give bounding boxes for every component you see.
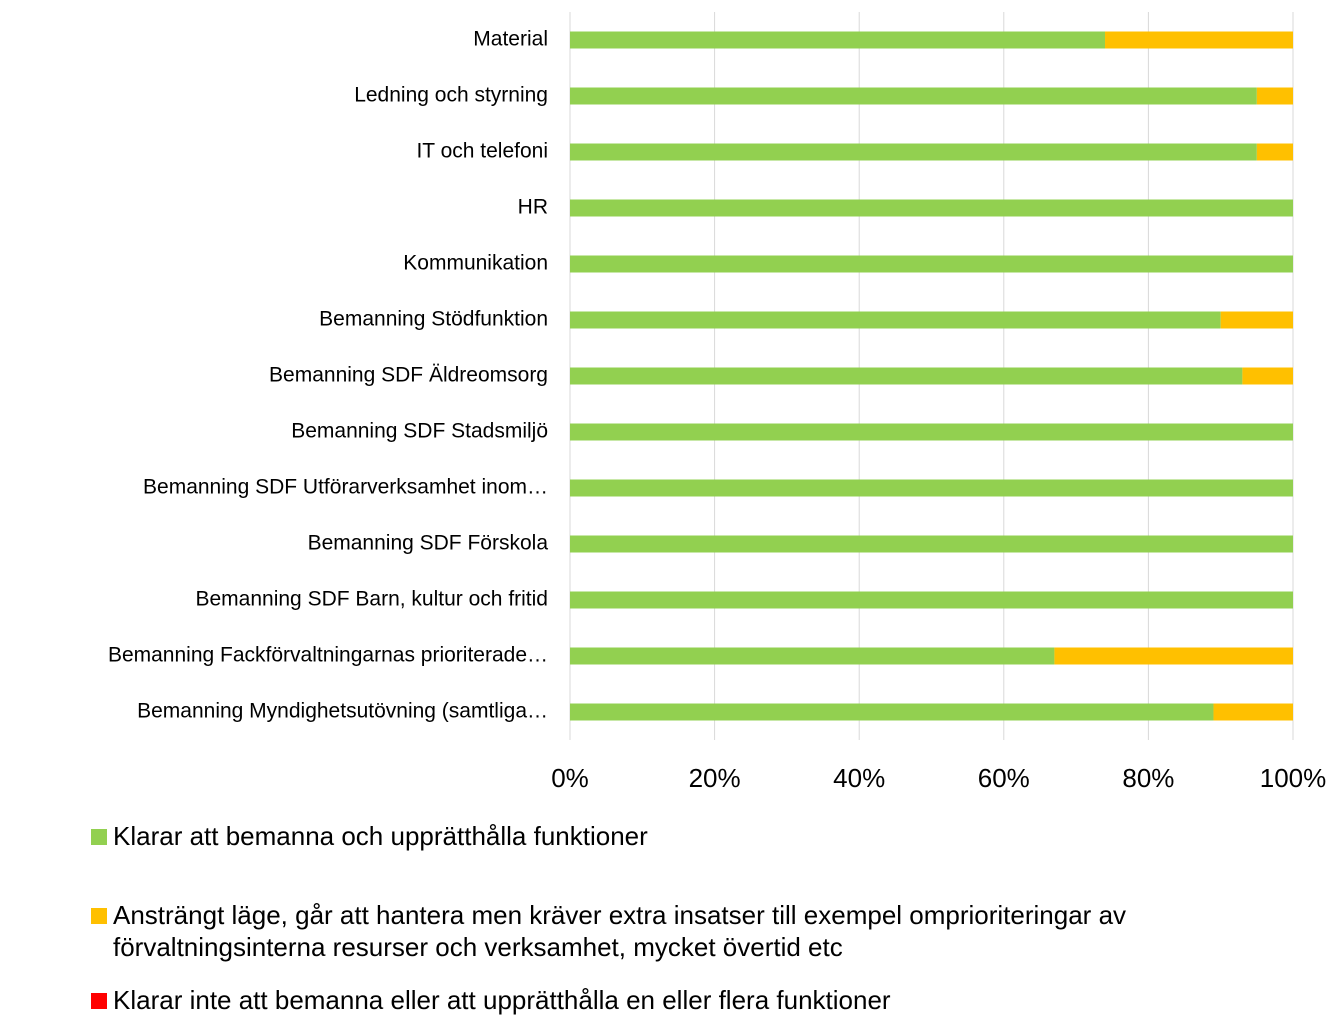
bar-segment bbox=[1054, 647, 1293, 665]
x-tick-label: 60% bbox=[978, 763, 1030, 793]
legend-label: Klarar inte att bemanna eller att upprät… bbox=[113, 985, 891, 1015]
y-tick-label: IT och telefoni bbox=[416, 140, 548, 163]
bar-segment bbox=[570, 703, 1214, 721]
bar-segment bbox=[570, 367, 1243, 385]
chart: 0% 20% 40% 60% 80% 100% Material Ledning och st… bbox=[108, 12, 1327, 793]
bar-segment bbox=[1220, 311, 1293, 329]
legend-label: Ansträngt läge, går att hantera men kräv… bbox=[113, 900, 1127, 962]
bar-segment bbox=[1105, 31, 1293, 49]
y-tick-label: Bemanning SDF Stadsmiljö bbox=[291, 420, 548, 443]
legend-entry: Klarar att bemanna och upprätthålla funk… bbox=[91, 820, 1285, 852]
legend-swatch bbox=[91, 908, 107, 924]
bar-segment bbox=[1213, 703, 1293, 721]
x-tick-label: 20% bbox=[689, 763, 741, 793]
legend-entry: Klarar inte att bemanna eller att upprät… bbox=[91, 984, 1285, 1016]
y-tick-label: Bemanning Myndighetsutövning (samtliga… bbox=[137, 700, 548, 723]
y-tick-label: Bemanning Stödfunktion bbox=[319, 308, 548, 331]
y-tick-label: HR bbox=[518, 196, 548, 219]
x-tick-label: 80% bbox=[1122, 763, 1174, 793]
bar-segment bbox=[1256, 143, 1293, 161]
x-tick-label: 0% bbox=[551, 763, 589, 793]
bar-segment bbox=[570, 647, 1055, 665]
y-tick-label: Bemanning SDF Utförarverksamhet inom… bbox=[143, 476, 548, 499]
y-tick-label: Bemanning SDF Förskola bbox=[308, 532, 549, 555]
y-tick-label: Material bbox=[473, 28, 548, 51]
y-tick-label: Kommunikation bbox=[403, 252, 548, 275]
bar-segment bbox=[570, 535, 1293, 553]
y-tick-label: Bemanning SDF Barn, kultur och fritid bbox=[196, 588, 549, 611]
legend-entry: Ansträngt läge, går att hantera men kräv… bbox=[91, 899, 1285, 963]
y-tick-label: Bemanning SDF Äldreomsorg bbox=[269, 364, 548, 387]
bar-segment bbox=[570, 87, 1257, 105]
bar-segment bbox=[570, 311, 1221, 329]
y-tick-label: Ledning och styrning bbox=[354, 84, 548, 107]
bar-segment bbox=[570, 423, 1293, 441]
bar-segment bbox=[570, 479, 1293, 497]
bar-segment bbox=[570, 199, 1293, 217]
bar-segment bbox=[570, 591, 1293, 609]
y-tick-label: Bemanning Fackförvaltningarnas prioriter… bbox=[108, 644, 548, 667]
legend-label: Klarar att bemanna och upprätthålla funk… bbox=[113, 821, 648, 851]
legend-swatch bbox=[91, 993, 107, 1009]
legend-swatch bbox=[91, 829, 107, 845]
x-tick-label: 100% bbox=[1260, 763, 1327, 793]
bar-segment bbox=[1242, 367, 1293, 385]
bar-segment bbox=[570, 255, 1293, 273]
bar-segment bbox=[570, 31, 1106, 49]
bar-segment bbox=[1256, 87, 1293, 105]
x-tick-label: 40% bbox=[833, 763, 885, 793]
bar-segment bbox=[570, 143, 1257, 161]
